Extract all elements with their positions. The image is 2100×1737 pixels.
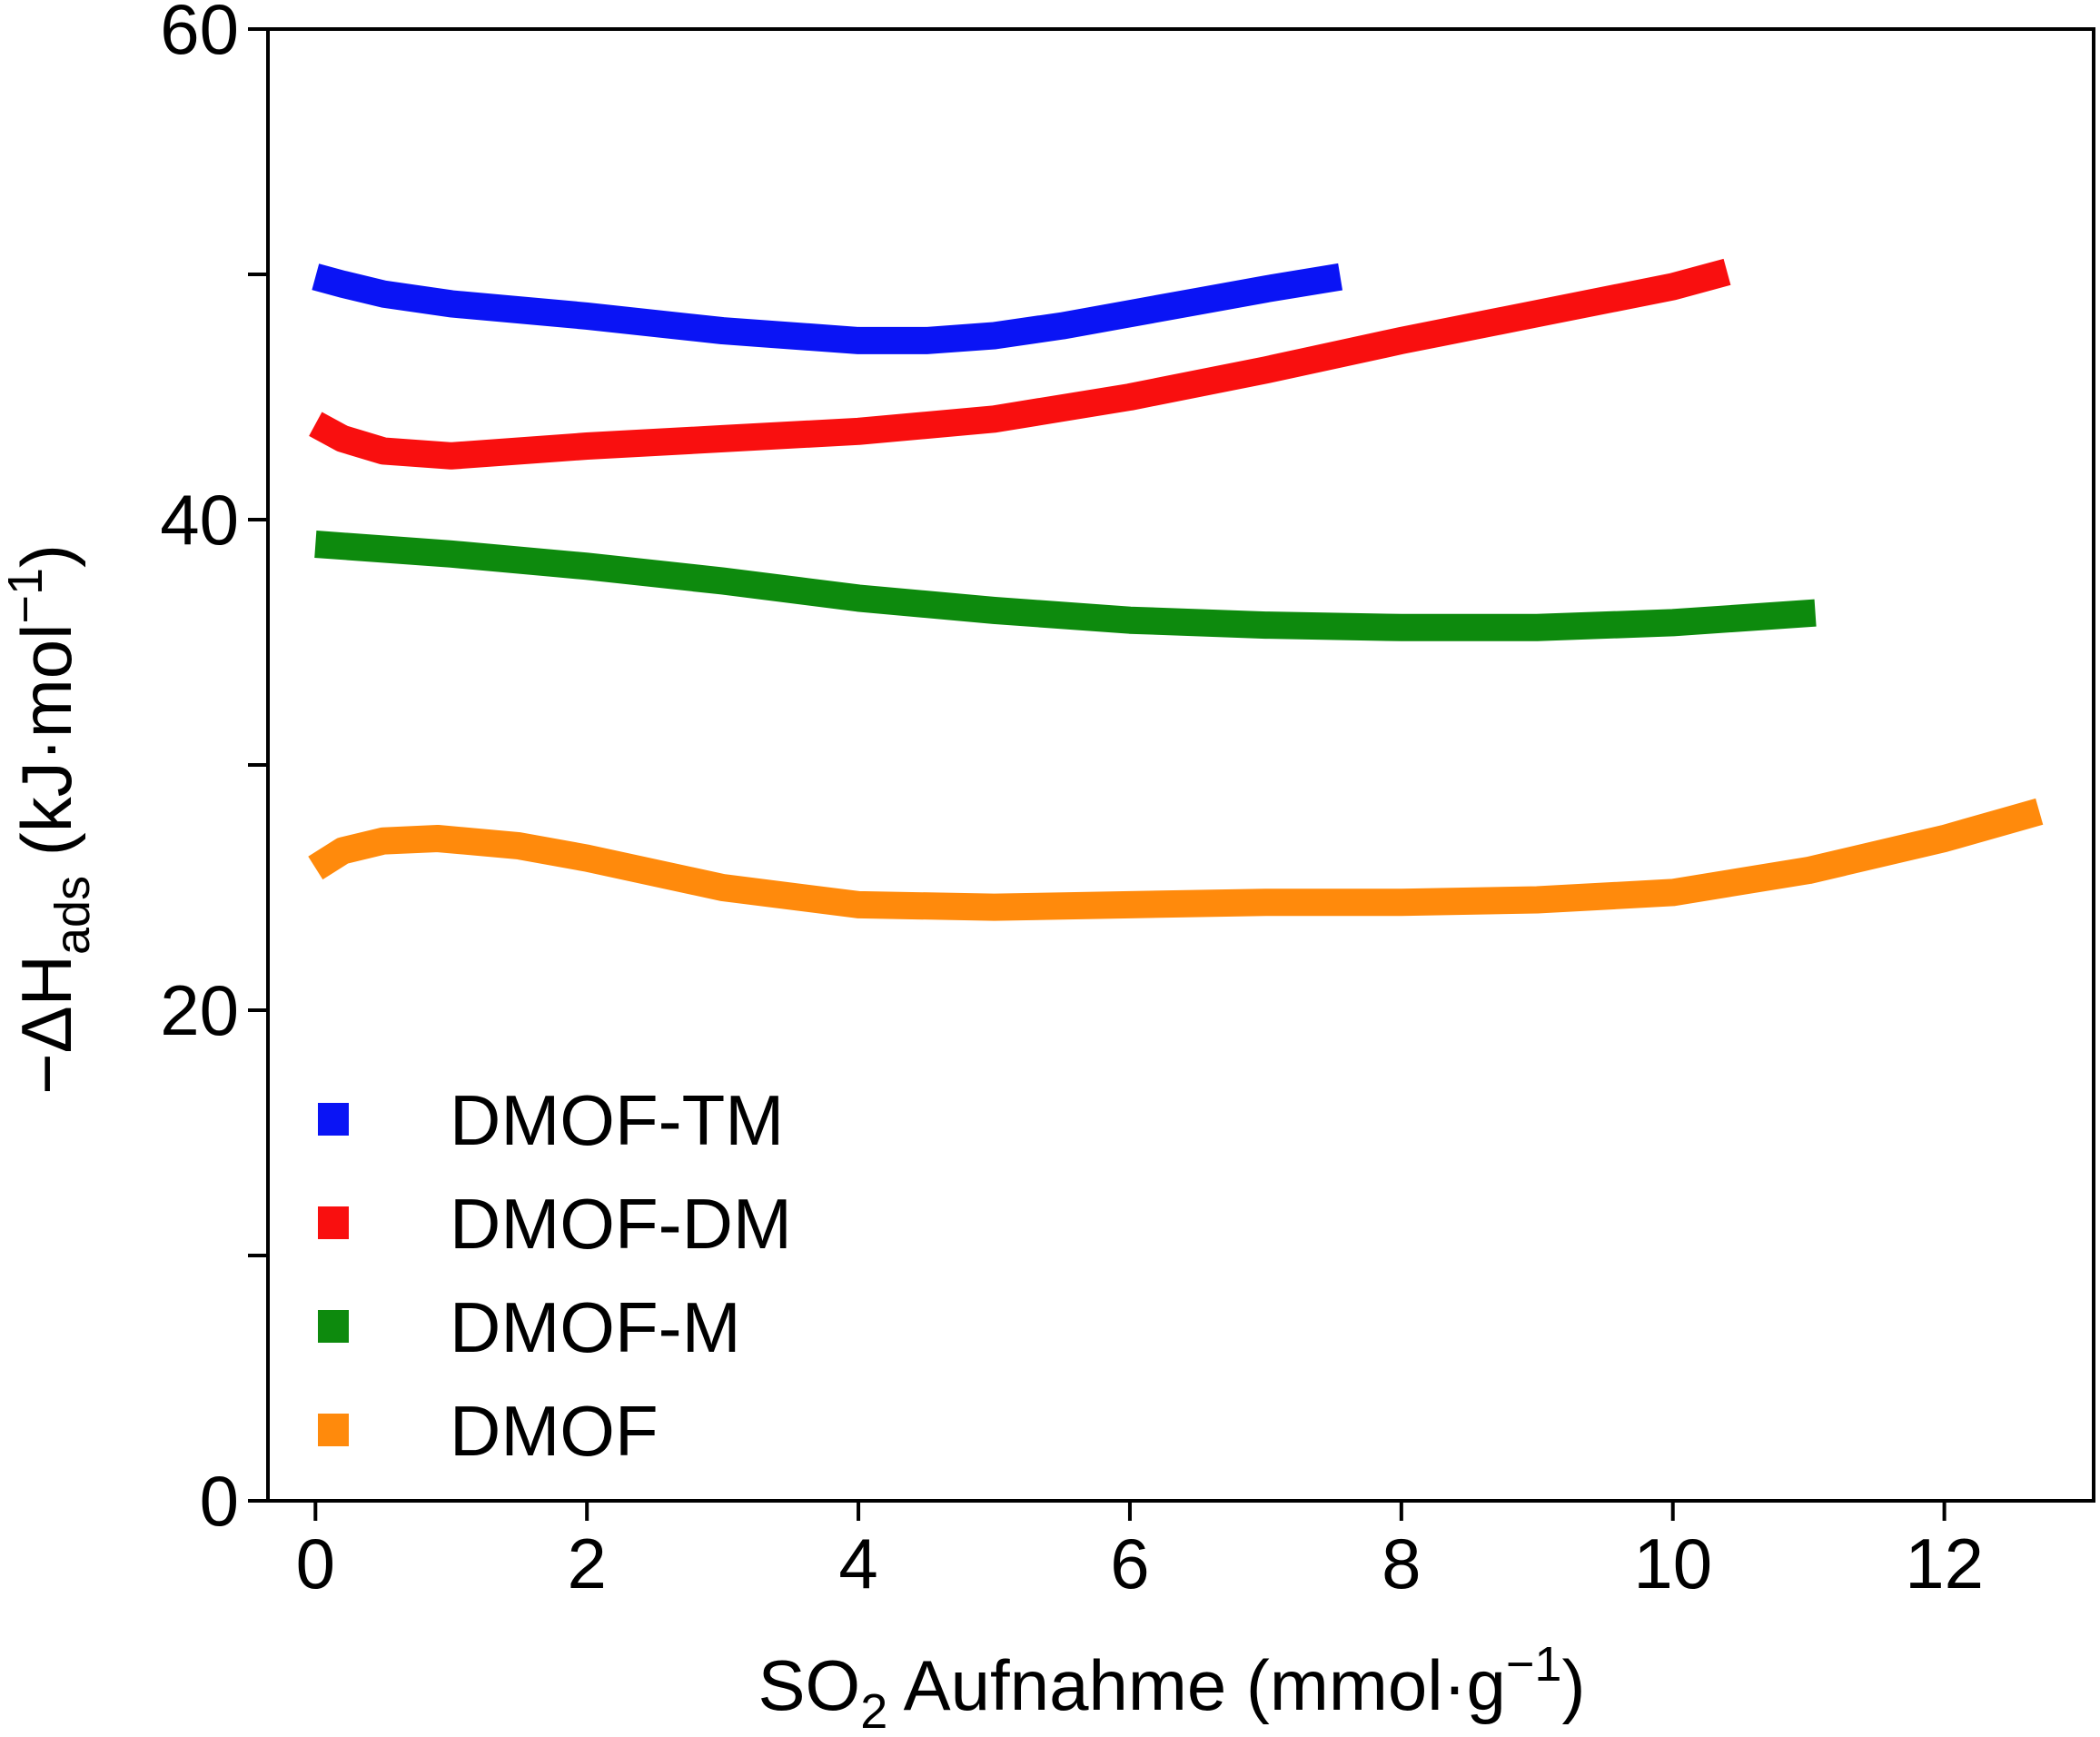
- axes-layer: 0 2 4 6 8 10 12 0 20 40 60: [160, 0, 2095, 1603]
- y-tick-label: 20: [160, 970, 239, 1050]
- x-tick-label: 0: [296, 1524, 335, 1603]
- x-axis-title: SO2 Aufnahme (mmol·g−1): [758, 1637, 1586, 1737]
- y-tick-label: 60: [160, 0, 239, 69]
- y-tick-label: 40: [160, 480, 239, 560]
- x-tick-label: 10: [1633, 1524, 1712, 1603]
- series-line-dmof-tm: [312, 263, 1343, 354]
- plot-frame: [266, 27, 2095, 1503]
- legend: DMOF-TM DMOF-DM DMOF-M DMOF: [318, 1080, 792, 1471]
- x-tick-label: 12: [1905, 1524, 1984, 1603]
- series-line-dmof-dm: [309, 258, 1731, 470]
- x-tick-label: 8: [1382, 1524, 1421, 1603]
- series-layer: [308, 258, 2044, 921]
- legend-swatch-dmof: [318, 1414, 349, 1446]
- legend-label-dmof-dm: DMOF-DM: [450, 1184, 792, 1264]
- x-tick-label: 2: [567, 1524, 606, 1603]
- legend-label-dmof-tm: DMOF-TM: [450, 1080, 784, 1160]
- series-line-dmof: [308, 798, 2044, 921]
- legend-swatch-dmof-m: [318, 1310, 349, 1343]
- x-tick-label: 6: [1110, 1524, 1149, 1603]
- x-tick-label: 4: [838, 1524, 877, 1603]
- legend-swatch-dmof-tm: [318, 1103, 349, 1136]
- legend-swatch-dmof-dm: [318, 1206, 349, 1239]
- series-line-dmof-m: [314, 531, 1817, 641]
- legend-label-dmof-m: DMOF-M: [450, 1287, 741, 1367]
- legend-label-dmof: DMOF: [450, 1391, 659, 1471]
- y-axis-title: −ΔHads (kJ·mol−1): [0, 544, 100, 1095]
- y-tick-label: 0: [200, 1461, 239, 1541]
